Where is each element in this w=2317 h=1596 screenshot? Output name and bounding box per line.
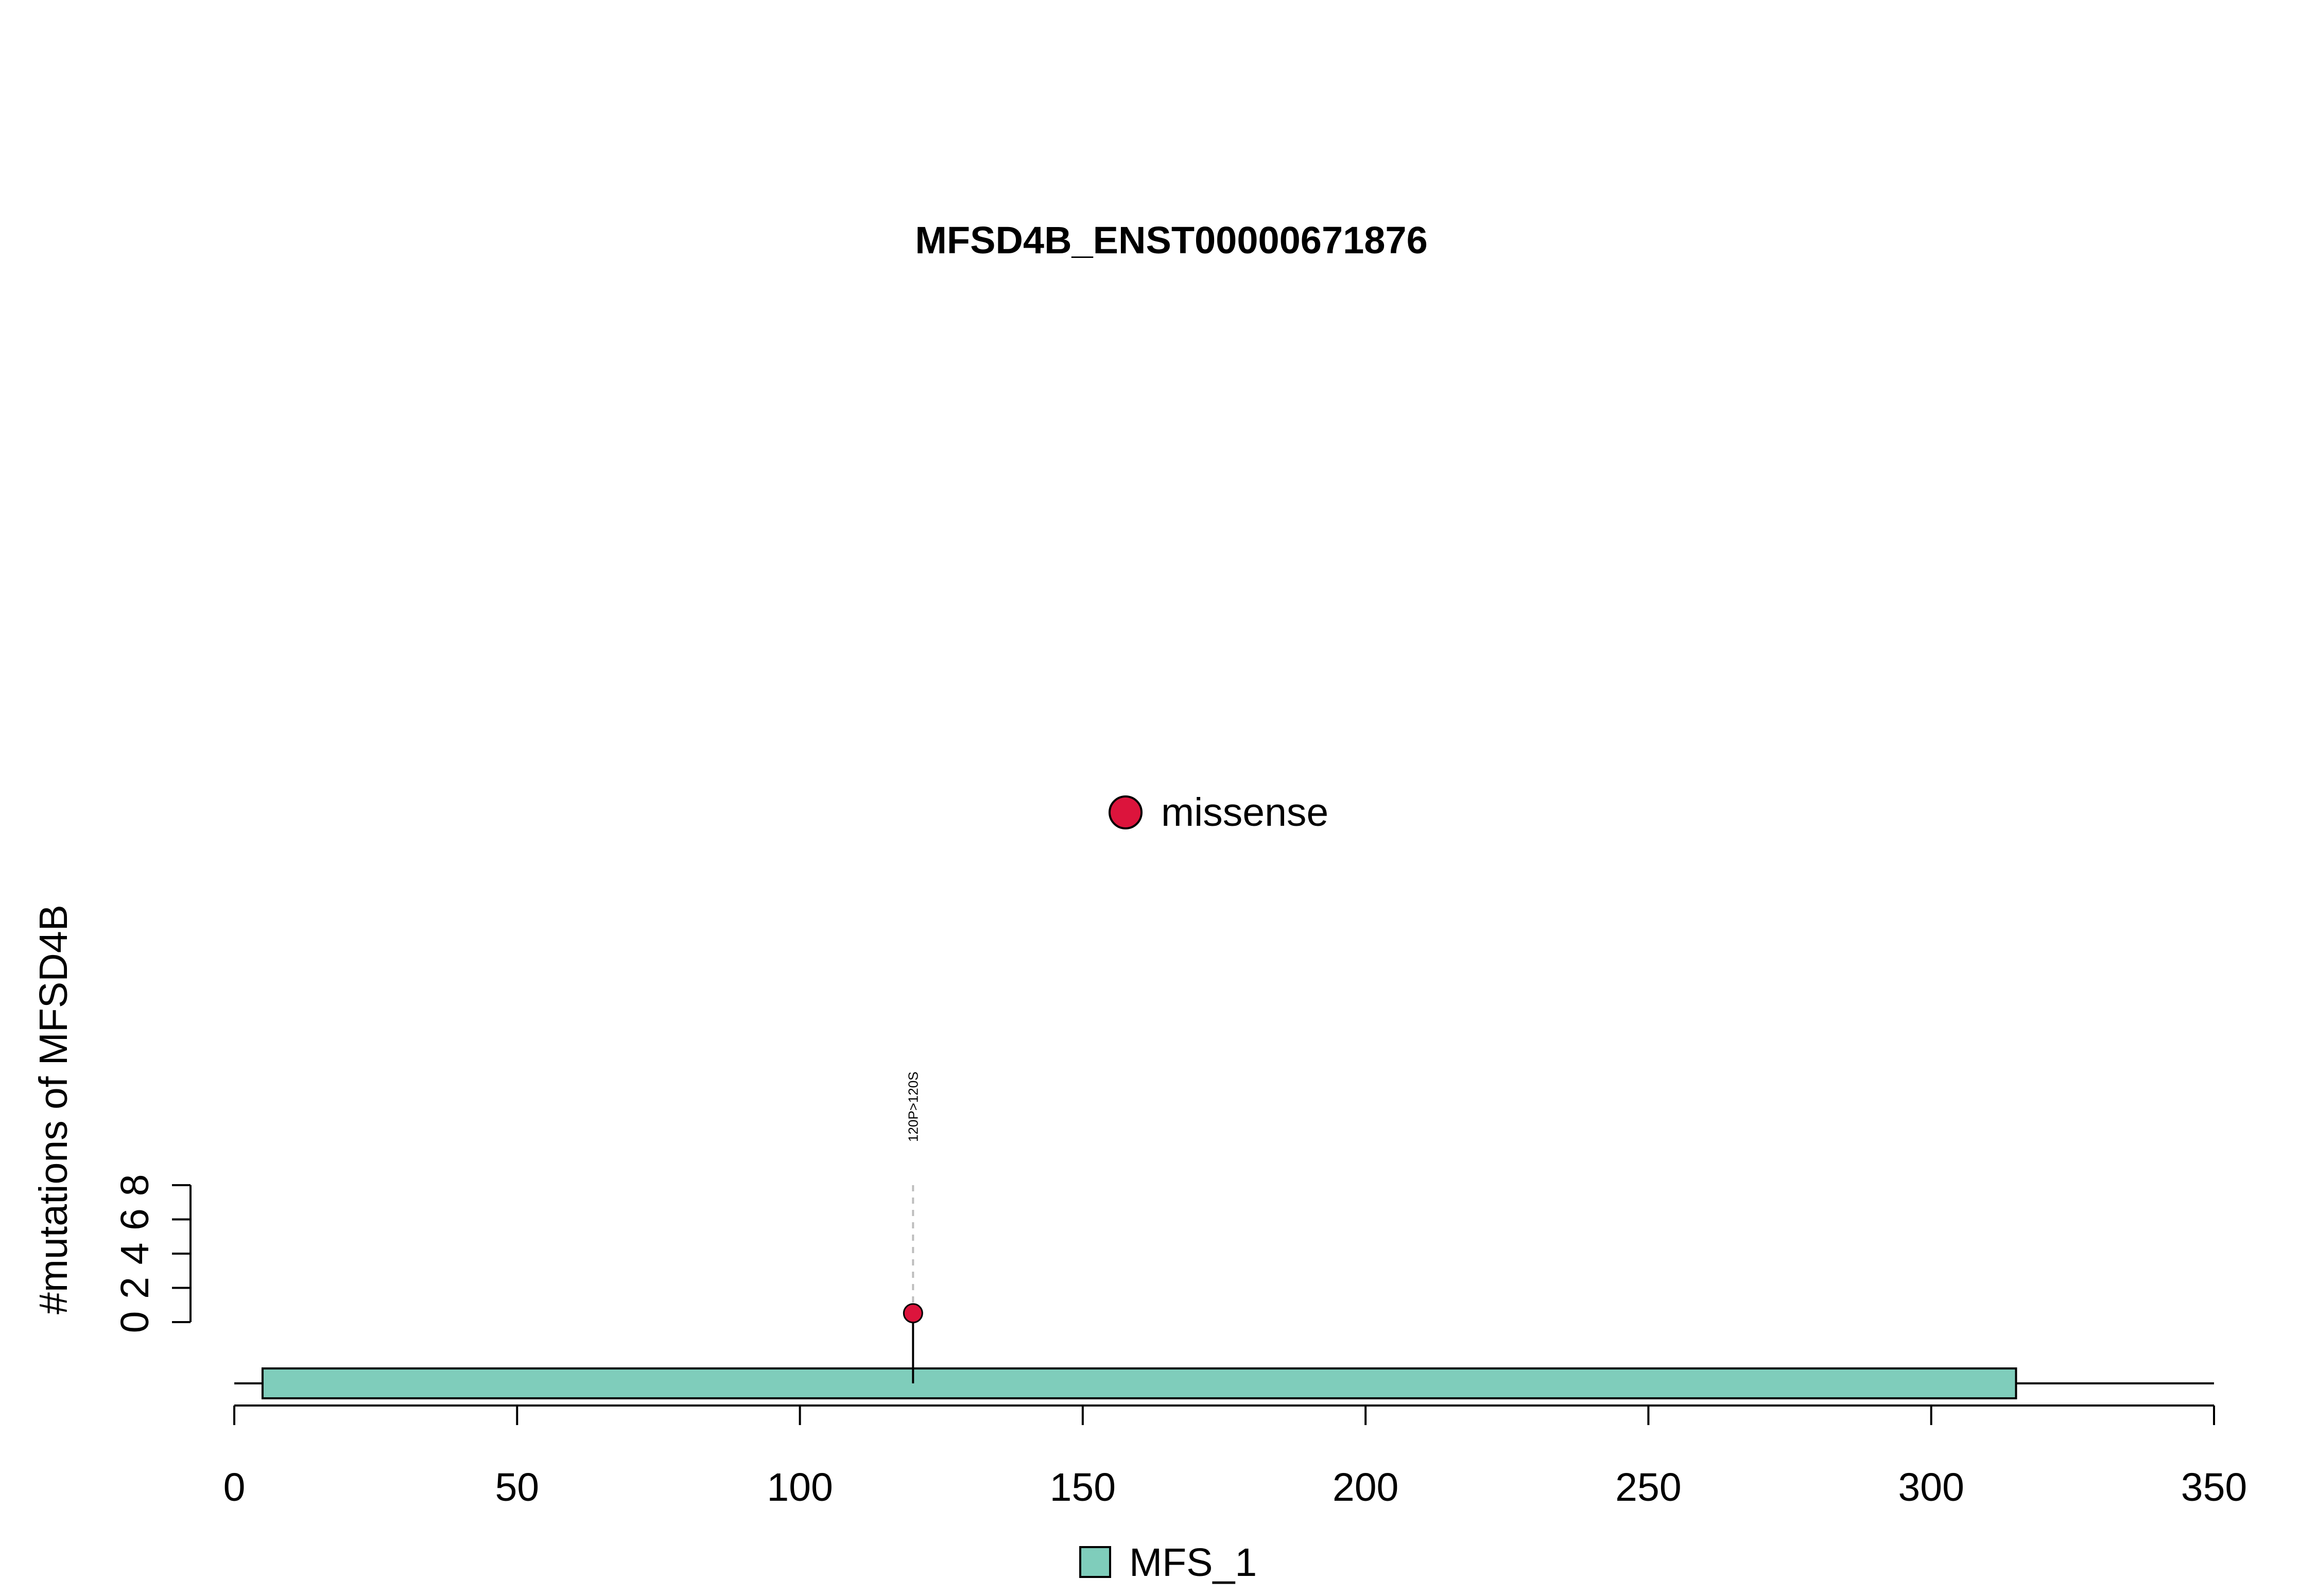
chart-title: MFSD4B_ENST00000671876 bbox=[915, 219, 1427, 262]
x-tick-label: 300 bbox=[1898, 1465, 1964, 1510]
x-axis: 0 50 100 150 200 250 300 350 bbox=[223, 1404, 2247, 1510]
x-tick-label: 100 bbox=[767, 1465, 833, 1510]
y-axis: 0 2 4 6 8 bbox=[113, 1174, 192, 1333]
x-tick-label: 350 bbox=[2181, 1465, 2247, 1510]
y-tick-label: 0 bbox=[113, 1311, 157, 1333]
domain-box-mfs-1 bbox=[261, 1367, 2017, 1399]
y-axis-label: #mutations of MFSD4B bbox=[31, 905, 76, 1314]
x-tick-label: 250 bbox=[1615, 1465, 1681, 1510]
legend-domain-swatch bbox=[1079, 1546, 1111, 1578]
mutation-label: 120P>120S bbox=[905, 1071, 921, 1142]
y-tick-label: 8 bbox=[113, 1174, 157, 1196]
y-tick-label: 2 bbox=[113, 1277, 157, 1299]
x-tick-label: 50 bbox=[495, 1465, 539, 1510]
mutation-lollipops: 120P>120S bbox=[903, 1071, 923, 1383]
legend-missense-marker bbox=[1109, 795, 1143, 829]
domain-track bbox=[261, 1367, 2017, 1399]
x-tick-label: 150 bbox=[1050, 1465, 1116, 1510]
legend-domain-label: MFS_1 bbox=[1129, 1540, 1257, 1585]
y-tick-label: 4 bbox=[113, 1243, 157, 1265]
x-tick-label: 200 bbox=[1333, 1465, 1398, 1510]
mutation-head bbox=[903, 1303, 923, 1324]
mutation-legend: missense bbox=[1109, 790, 1328, 835]
y-tick-label: 6 bbox=[113, 1208, 157, 1230]
x-tick-label: 0 bbox=[223, 1465, 246, 1510]
domain-legend: MFS_1 bbox=[1079, 1540, 1257, 1585]
legend-missense-label: missense bbox=[1161, 790, 1328, 835]
